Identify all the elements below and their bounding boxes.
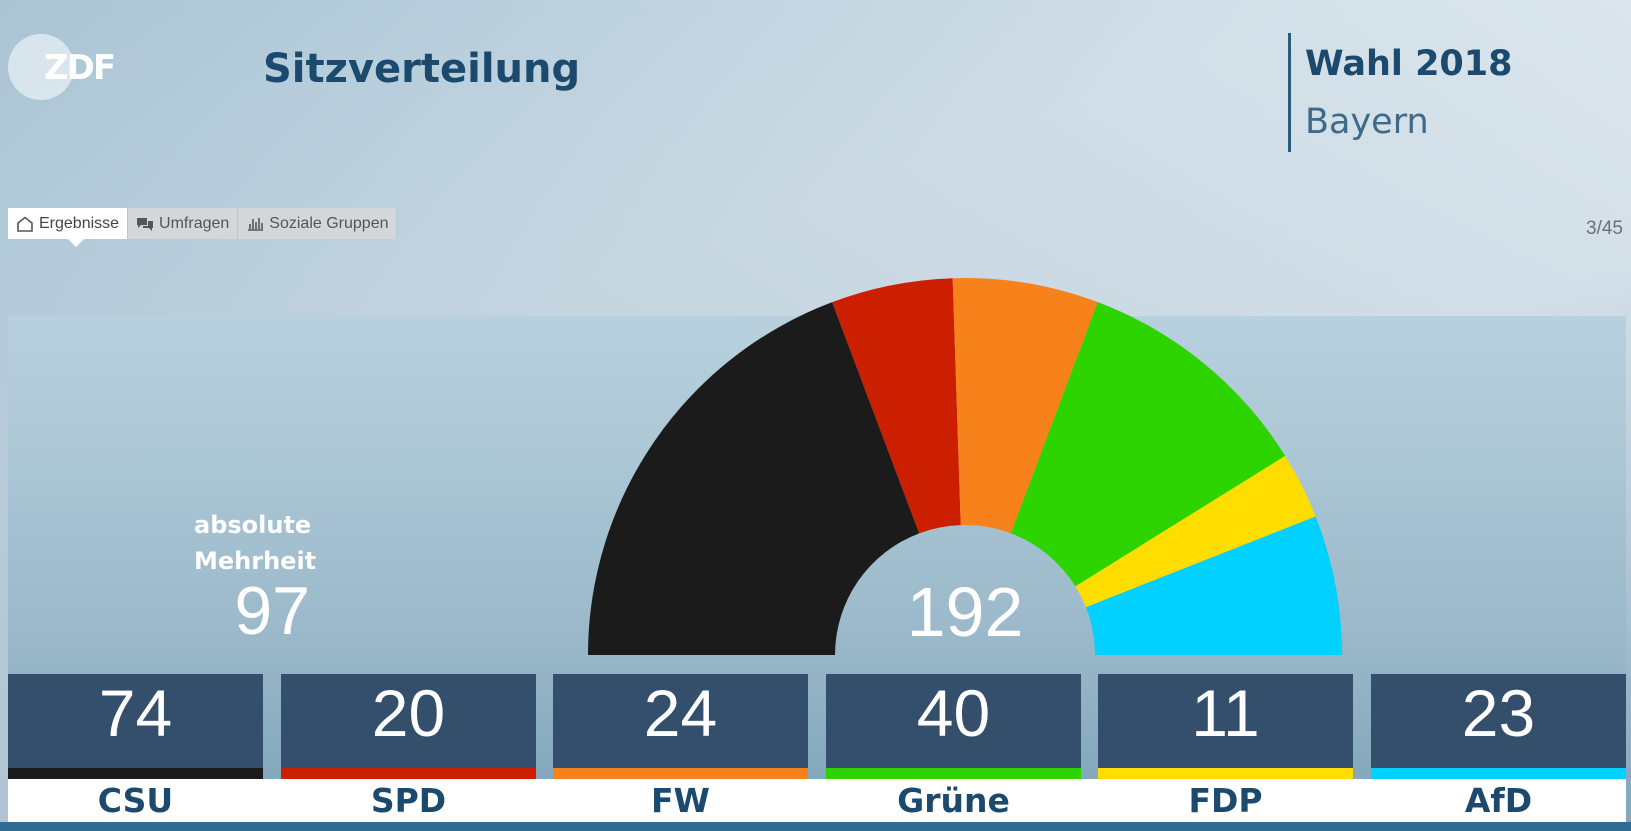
tab-label: Ergebnisse	[39, 214, 120, 232]
seat-segment-fdp	[1075, 455, 1316, 608]
party-color-stripe	[1098, 768, 1353, 779]
tab-soziale-gruppen[interactable]: Soziale Gruppen	[238, 208, 398, 239]
seat-count: 20	[281, 674, 536, 768]
label-row-gap	[1081, 779, 1098, 822]
zdf-logo	[8, 34, 74, 100]
tab-umfragen[interactable]: Umfragen	[128, 208, 239, 239]
majority-value: 97	[234, 573, 310, 649]
party-name: FW	[553, 779, 808, 822]
tab-label: Soziale Gruppen	[269, 214, 389, 232]
party-result-5: 23 AfD	[1371, 674, 1626, 822]
party-color-stripe	[1371, 768, 1626, 779]
seat-count: 24	[553, 674, 808, 768]
majority-label-line1: absolute	[194, 511, 312, 539]
divider	[1288, 33, 1291, 152]
majority-label: absolute Mehrheit	[194, 507, 316, 579]
total-seats: 192	[906, 573, 1024, 651]
party-color-stripe	[826, 768, 1081, 779]
label-row-gap	[263, 779, 281, 822]
party-result-4: 11 FDP	[1098, 674, 1353, 822]
seat-count: 40	[826, 674, 1081, 768]
party-name: SPD	[281, 779, 536, 822]
majority-label-line2: Mehrheit	[194, 547, 317, 575]
tab-ergebnisse[interactable]: Ergebnisse	[8, 208, 129, 247]
party-result-1: 20 SPD	[281, 674, 536, 822]
seat-segment-grüne	[1010, 302, 1286, 587]
home-icon	[17, 215, 33, 232]
page-indicator: 3/45	[1586, 218, 1623, 239]
party-name: AfD	[1371, 779, 1626, 822]
party-result-0: 74 CSU	[8, 674, 263, 822]
seat-count: 23	[1371, 674, 1626, 768]
seat-segment-fw	[952, 278, 1098, 534]
party-color-stripe	[8, 768, 263, 779]
party-result-3: 40 Grüne	[826, 674, 1081, 822]
seat-count: 11	[1098, 674, 1353, 768]
seat-segment-csu	[588, 302, 920, 655]
tab-label: Umfragen	[159, 214, 230, 232]
bar-chart-icon	[248, 217, 264, 231]
party-color-stripe	[281, 768, 536, 779]
party-name: CSU	[8, 779, 263, 822]
seat-segment-spd	[832, 278, 961, 534]
party-color-stripe	[553, 768, 808, 779]
election-title: Wahl 2018	[1305, 44, 1513, 84]
seat-segment-afd	[1085, 516, 1342, 655]
zdf-logo-text: ZDF	[44, 48, 116, 88]
label-row-gap	[1353, 779, 1371, 822]
page-title: Sitzverteilung	[263, 46, 581, 92]
bottom-border	[0, 822, 1631, 831]
tab-bar: Ergebnisse Umfragen Soziale Gruppen	[8, 208, 398, 247]
chat-icon	[137, 217, 154, 231]
label-row-gap	[536, 779, 553, 822]
party-name: Grüne	[826, 779, 1081, 822]
party-name: FDP	[1098, 779, 1353, 822]
party-result-2: 24 FW	[553, 674, 808, 822]
seat-count: 74	[8, 674, 263, 768]
region-name: Bayern	[1305, 102, 1429, 142]
label-row-gap	[808, 779, 826, 822]
